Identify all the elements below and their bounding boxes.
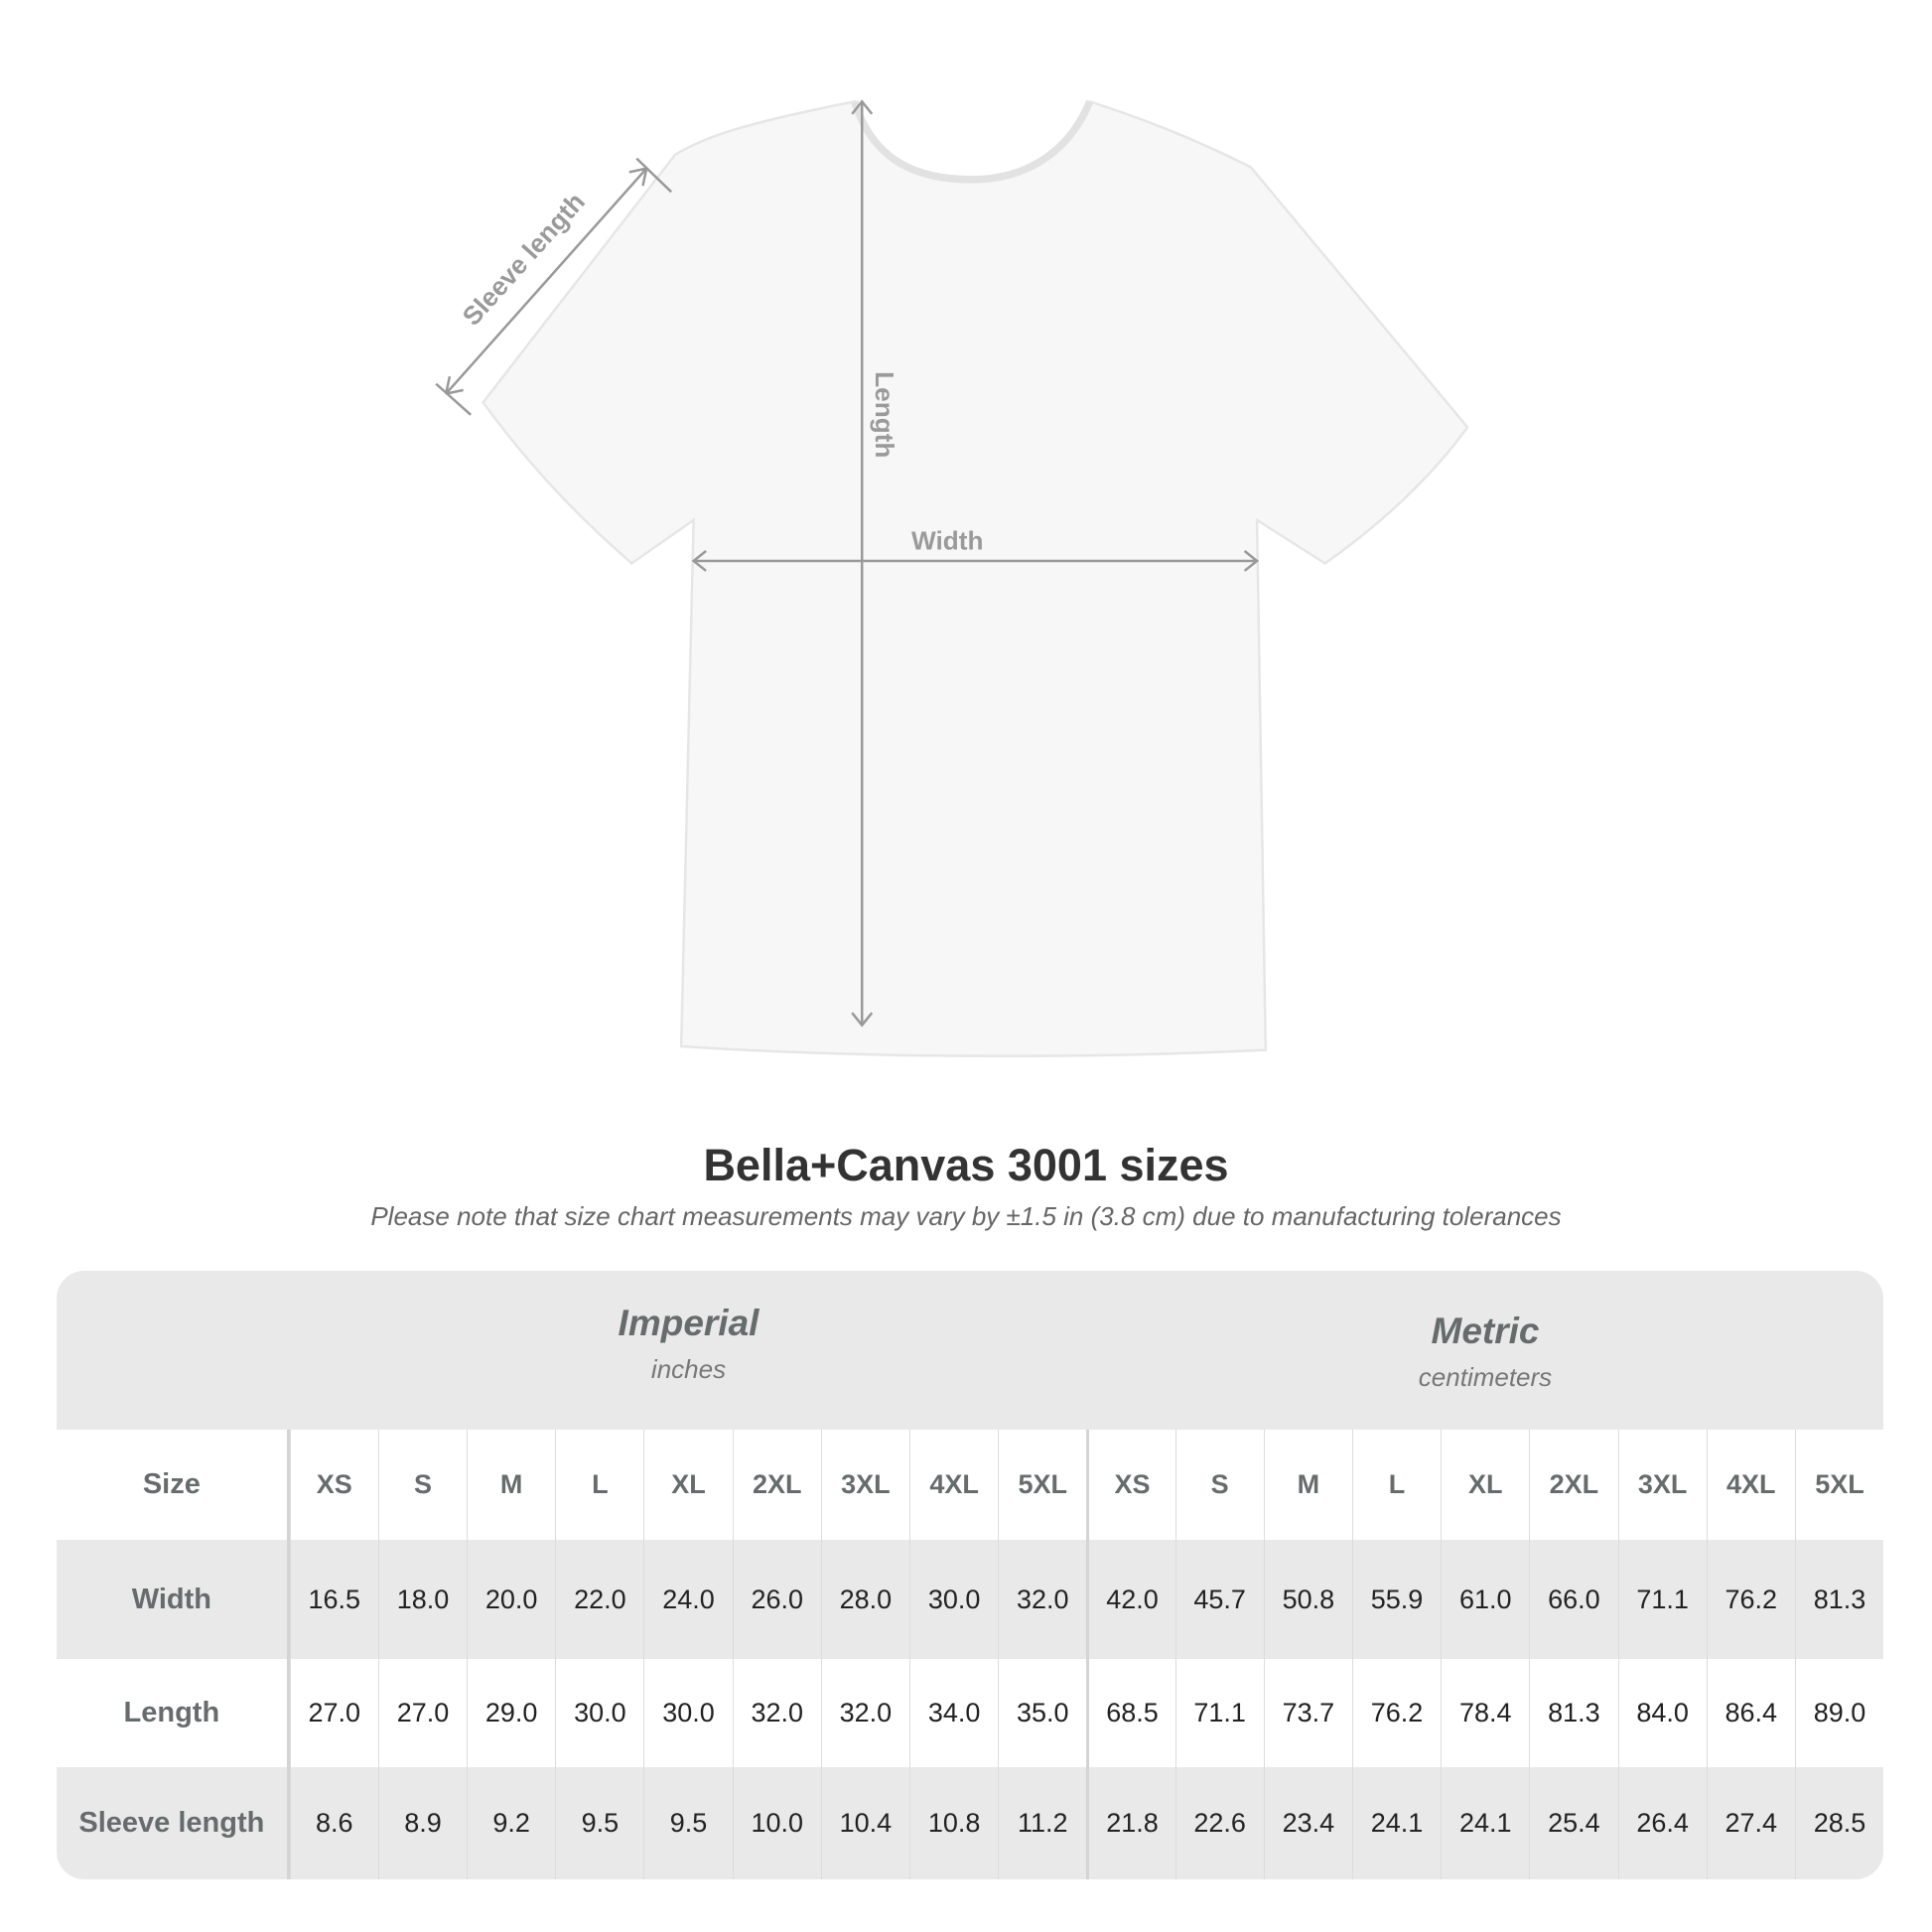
table-cell: 18.0 [377,1540,467,1659]
table-cell: 27.4 [1706,1767,1795,1879]
size-header: XS [289,1430,378,1540]
table-cell: 86.4 [1706,1659,1795,1767]
table-cell: 32.0 [732,1659,821,1767]
table-cell: 26.0 [732,1540,821,1659]
metric-unit: centimeters [1418,1362,1553,1392]
table-cell: 89.0 [1794,1659,1883,1767]
table-cell: 10.4 [820,1767,909,1879]
tshirt-shape [482,99,1469,1057]
table-cell: 61.0 [1441,1540,1529,1659]
table-cell: 71.1 [1174,1659,1264,1767]
table-cell: 10.0 [732,1767,821,1879]
table-cell: 23.4 [1263,1767,1352,1879]
page-title: Bella+Canvas 3001 sizes [703,1140,1229,1190]
table-cell: 30.0 [555,1659,643,1767]
row-label: Width [57,1540,290,1659]
table-row: Sleeve length 8.6 8.9 9.2 9.5 9.5 10.0 10.4 10.8… [57,1767,1883,1879]
table-cell: 8.6 [289,1767,378,1879]
sleeve-measure-line [445,167,648,395]
size-header: 4XL [909,1430,998,1540]
table-cell: 71.1 [1617,1540,1707,1659]
table-row: Width 16.5 18.0 20.0 22.0 24.0 26.0 28.0 30.0 32.… [57,1540,1883,1659]
size-header: 2XL [732,1430,821,1540]
table-cell: 32.0 [998,1540,1086,1659]
tshirt-diagram: Sleeve length Length Width [435,99,1469,1057]
table-cell: 81.3 [1794,1540,1883,1659]
table-cell: 84.0 [1617,1659,1707,1767]
table-cell: 76.2 [1351,1659,1441,1767]
size-header: S [1174,1430,1264,1540]
table-cell: 35.0 [998,1659,1086,1767]
table-cell: 76.2 [1706,1540,1795,1659]
table-cell: 8.9 [377,1767,467,1879]
table-cell: 68.5 [1086,1659,1174,1767]
table-cell: 24.0 [643,1540,732,1659]
table-cell: 24.1 [1351,1767,1441,1879]
width-label: Width [911,526,983,556]
imperial-title: Imperial [618,1303,759,1343]
table-cell: 26.4 [1617,1767,1707,1879]
size-header: XL [1441,1430,1529,1540]
table-cell: 22.6 [1174,1767,1264,1879]
table-cell: 28.0 [820,1540,909,1659]
size-header: 3XL [820,1430,909,1540]
imperial-unit: inches [650,1354,727,1384]
row-label: Length [57,1659,290,1767]
table-row: Length 27.0 27.0 29.0 30.0 30.0 32.0 32.0 34.0 35… [57,1659,1883,1767]
size-header: 4XL [1706,1430,1795,1540]
table-cell: 24.1 [1441,1767,1529,1879]
table-cell: 42.0 [1086,1540,1174,1659]
table-cell: 66.0 [1529,1540,1617,1659]
table-cell: 50.8 [1263,1540,1352,1659]
table-cell: 16.5 [289,1540,378,1659]
table-cell: 73.7 [1263,1659,1352,1767]
table-cell: 9.5 [555,1767,643,1879]
table-cell: 11.2 [998,1767,1086,1879]
metric-title: Metric [1431,1311,1540,1351]
table-cell: 22.0 [555,1540,643,1659]
size-header: M [467,1430,555,1540]
metric-header: Metric centimeters [1087,1271,1883,1430]
table-cell: 10.8 [909,1767,998,1879]
table-cell: 9.5 [643,1767,732,1879]
size-table: Imperial inches Metric centimeters Size … [57,1271,1883,1879]
size-header: L [555,1430,643,1540]
table-cell: 81.3 [1529,1659,1617,1767]
size-header: L [1351,1430,1441,1540]
size-header: S [377,1430,467,1540]
size-header: 5XL [1794,1430,1883,1540]
table-cell: 30.0 [643,1659,732,1767]
size-header: 2XL [1529,1430,1617,1540]
size-header: M [1263,1430,1352,1540]
imperial-header: Imperial inches [290,1271,1087,1430]
size-header: XS [1086,1430,1174,1540]
table-cell: 30.0 [909,1540,998,1659]
table-cell: 78.4 [1441,1659,1529,1767]
table-cell: 32.0 [820,1659,909,1767]
tolerance-note: Please note that size chart measurements… [370,1201,1562,1231]
row-label: Sleeve length [57,1767,290,1879]
table-cell: 20.0 [467,1540,555,1659]
table-cell: 34.0 [909,1659,998,1767]
table-cell: 45.7 [1174,1540,1264,1659]
table-cell: 27.0 [377,1659,467,1767]
table-cell: 9.2 [467,1767,555,1879]
size-label: Size [57,1430,290,1540]
size-header: XL [643,1430,732,1540]
table-cell: 28.5 [1794,1767,1883,1879]
size-header: 3XL [1617,1430,1707,1540]
table-cell: 25.4 [1529,1767,1617,1879]
size-row: Size XS S M L XL 2XL 3XL 4XL 5XL XS S M L XL 2XL 3XL 4XL… [57,1430,1883,1540]
table-cell: 27.0 [289,1659,378,1767]
table-cell: 21.8 [1086,1767,1174,1879]
table-cell: 55.9 [1351,1540,1441,1659]
size-header: 5XL [998,1430,1086,1540]
table-cell: 29.0 [467,1659,555,1767]
length-label: Length [870,371,899,458]
